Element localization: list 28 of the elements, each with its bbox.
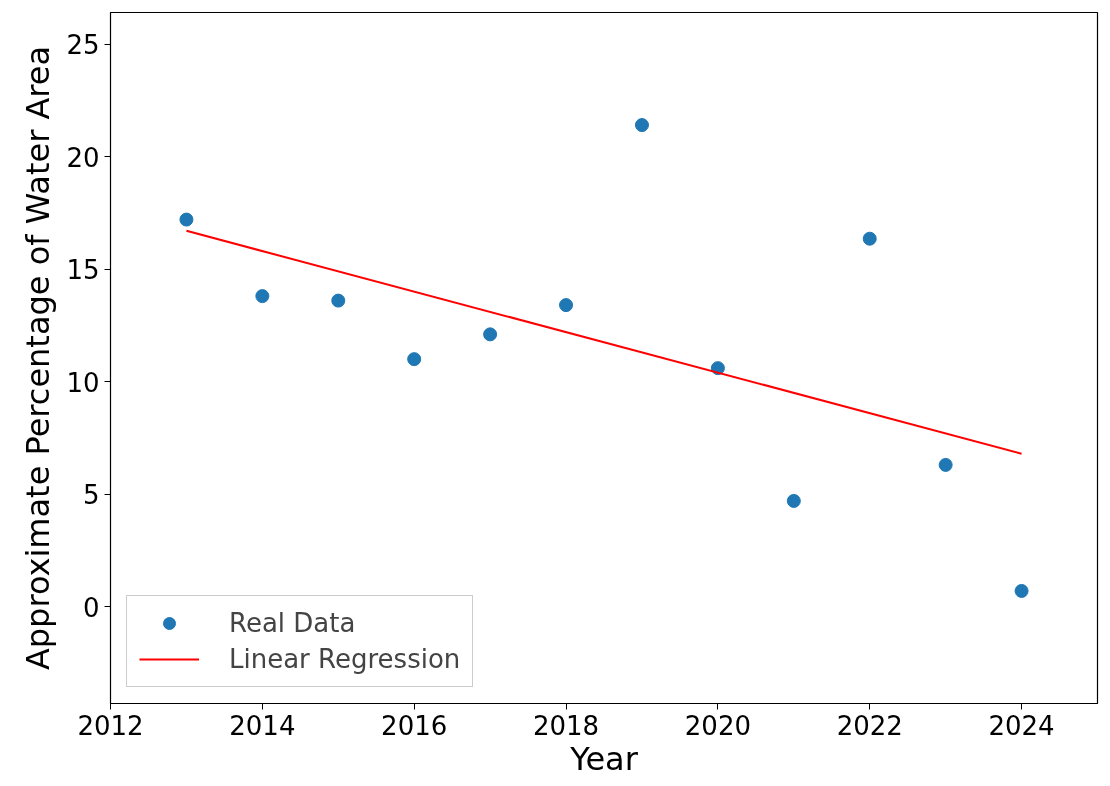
y-tick-label: 10 [66,367,100,398]
legend-label: Real Data [229,608,356,638]
y-tick-label: 25 [66,30,100,61]
x-tick-label: 2012 [77,710,144,741]
x-tick-label: 2020 [684,710,751,741]
y-tick-label: 0 [82,592,100,623]
point [634,118,649,133]
x-tick-label: 2018 [532,710,600,741]
x-axis-title: Year [569,739,639,778]
x-tick-label: 2024 [988,710,1055,741]
x-tick-label: 2022 [836,710,903,741]
point [407,352,422,367]
y-axis-title: Approximate Percentage of Water Area [19,45,58,671]
x-tick-label: 2016 [381,710,448,741]
y-tick-label: 20 [66,142,100,173]
point [483,327,498,342]
point [862,231,877,246]
point [331,293,346,308]
x-tick-label: 2014 [229,710,296,741]
point [938,457,953,472]
point [179,212,194,227]
point [786,493,801,508]
point [255,289,270,304]
point [559,298,574,313]
y-tick-label: 5 [82,480,100,511]
y-tick-label: 15 [66,255,100,286]
legend-label: Linear Regression [229,644,461,674]
point [1014,583,1029,598]
